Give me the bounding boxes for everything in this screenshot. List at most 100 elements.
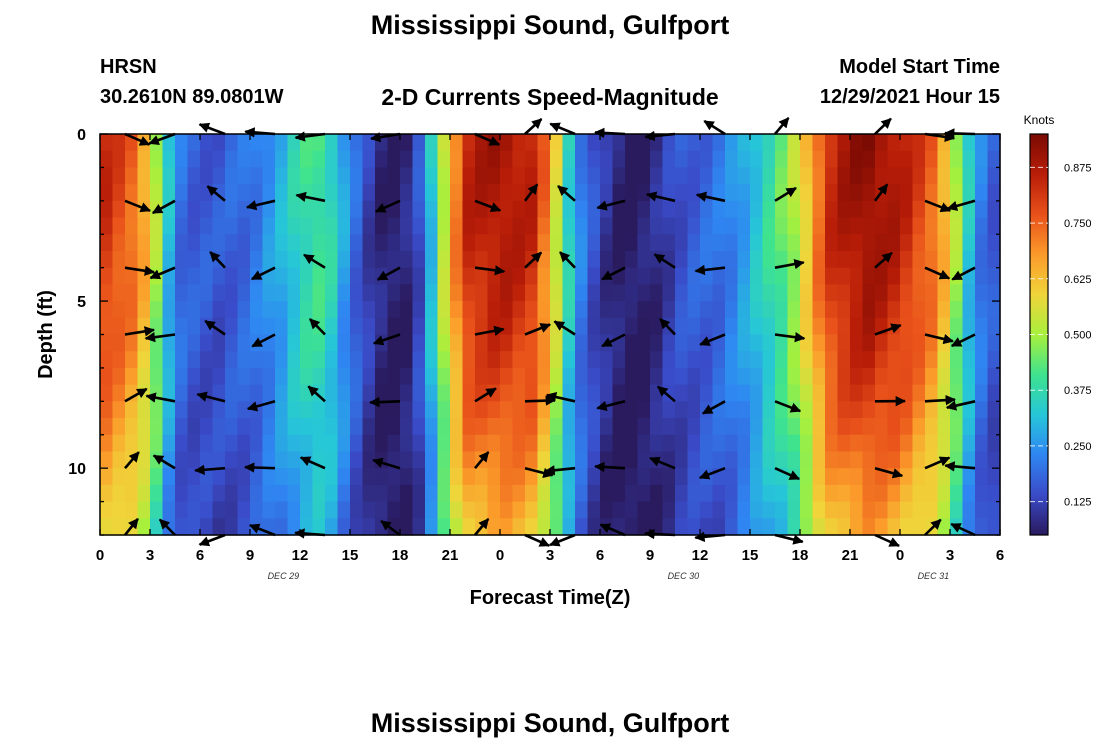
current-vector-arrow	[372, 457, 401, 470]
heatmap-cell	[887, 284, 901, 302]
heatmap-cell	[575, 468, 589, 486]
heatmap-cell	[412, 150, 426, 169]
heatmap-cell	[350, 267, 364, 285]
heatmap-cell	[962, 484, 976, 503]
heatmap-cell	[737, 167, 751, 185]
heatmap-cell	[112, 217, 126, 235]
heatmap-cell	[675, 434, 689, 453]
heatmap-cell	[475, 234, 489, 252]
heatmap-cell	[437, 367, 451, 386]
heatmap-cell	[725, 167, 739, 185]
heatmap-cell	[875, 384, 889, 402]
heatmap-cell	[725, 234, 739, 252]
x-tick-label: 3	[946, 547, 954, 564]
heatmap-cell	[437, 301, 451, 319]
heatmap-cell	[562, 501, 576, 519]
heatmap-cell	[937, 418, 951, 436]
heatmap-cell	[725, 267, 739, 285]
heatmap-cell	[600, 317, 614, 336]
heatmap-cell	[562, 167, 576, 185]
heatmap-cell	[387, 351, 401, 369]
heatmap-cell	[787, 284, 801, 302]
heatmap-cell	[625, 401, 639, 419]
heatmap-cell	[337, 234, 351, 252]
x-tick-label: 15	[342, 547, 359, 564]
heatmap-cell	[425, 301, 439, 319]
heatmap-cell	[337, 351, 351, 369]
heatmap-cell	[212, 267, 226, 285]
heatmap-cell	[362, 518, 376, 536]
x-tick-label: 9	[246, 547, 254, 564]
current-vector-arrow	[369, 396, 401, 408]
heatmap-cell	[100, 518, 114, 536]
heatmap-cell	[700, 501, 714, 519]
heatmap-cell	[500, 451, 514, 469]
heatmap-cell	[225, 418, 239, 436]
heatmap-cell	[687, 451, 701, 469]
heatmap-cell	[137, 284, 151, 302]
current-vector-arrow	[124, 265, 156, 276]
heatmap-cell	[650, 334, 664, 352]
heatmap-cell	[300, 401, 314, 419]
heatmap-cell	[875, 334, 889, 352]
heatmap-cell	[137, 434, 151, 453]
heatmap-cell	[575, 367, 589, 386]
heatmap-cell	[512, 451, 526, 469]
heatmap-cell	[862, 267, 876, 285]
heatmap-cell	[862, 150, 876, 169]
heatmap-cell	[587, 200, 601, 219]
heatmap-cell	[475, 301, 489, 319]
heatmap-cell	[350, 167, 364, 185]
heatmap-cell	[887, 484, 901, 503]
heatmap-cell	[175, 351, 189, 369]
x-date-label: DEC 30	[668, 571, 700, 581]
heatmap-cell	[662, 501, 676, 519]
heatmap-cell	[675, 234, 689, 252]
heatmap-cell	[650, 167, 664, 185]
colorbar-tick-label: 0.125	[1064, 497, 1092, 509]
heatmap-cell	[712, 418, 726, 436]
x-tick-label: 3	[546, 547, 554, 564]
heatmap-cell	[587, 418, 601, 436]
heatmap-cell	[725, 317, 739, 336]
heatmap-cell	[400, 468, 414, 486]
heatmap-cell	[950, 250, 964, 269]
heatmap-cell	[912, 284, 926, 302]
heatmap-cell	[725, 418, 739, 436]
current-vector-arrow	[474, 387, 497, 403]
heatmap-cell	[837, 150, 851, 169]
heatmap-cell	[275, 134, 289, 152]
heatmap-cell	[500, 501, 514, 519]
heatmap-cell	[312, 134, 326, 152]
heatmap-cell	[475, 250, 489, 269]
heatmap-cell	[325, 284, 339, 302]
heatmap-cell	[737, 384, 751, 402]
heatmap-cell	[712, 518, 726, 536]
heatmap-cell	[525, 134, 539, 152]
heatmap-cell	[987, 184, 1001, 202]
colorbar-tick-label: 0.875	[1064, 162, 1092, 174]
current-vector-arrow	[601, 333, 626, 348]
heatmap-cell	[650, 401, 664, 419]
heatmap-cell	[625, 301, 639, 319]
heatmap-cell	[612, 250, 626, 269]
heatmap-cell	[600, 418, 614, 436]
heatmap-cell	[550, 267, 564, 285]
heatmap-cell	[525, 334, 539, 352]
heatmap-cell	[100, 401, 114, 419]
heatmap-cell	[112, 468, 126, 486]
current-vector-arrow	[545, 391, 576, 403]
heatmap-cell	[487, 167, 501, 185]
heatmap-cell	[412, 334, 426, 352]
heatmap-cell	[850, 284, 864, 302]
heatmap-cell	[950, 367, 964, 386]
heatmap-cell	[150, 301, 164, 319]
heatmap-cell	[725, 518, 739, 536]
heatmap-cell	[637, 451, 651, 469]
heatmap-cell	[225, 234, 239, 252]
current-vector-arrow	[524, 118, 543, 135]
heatmap-cell	[200, 434, 214, 453]
heatmap-cell	[812, 367, 826, 386]
heatmap-cell	[387, 367, 401, 386]
